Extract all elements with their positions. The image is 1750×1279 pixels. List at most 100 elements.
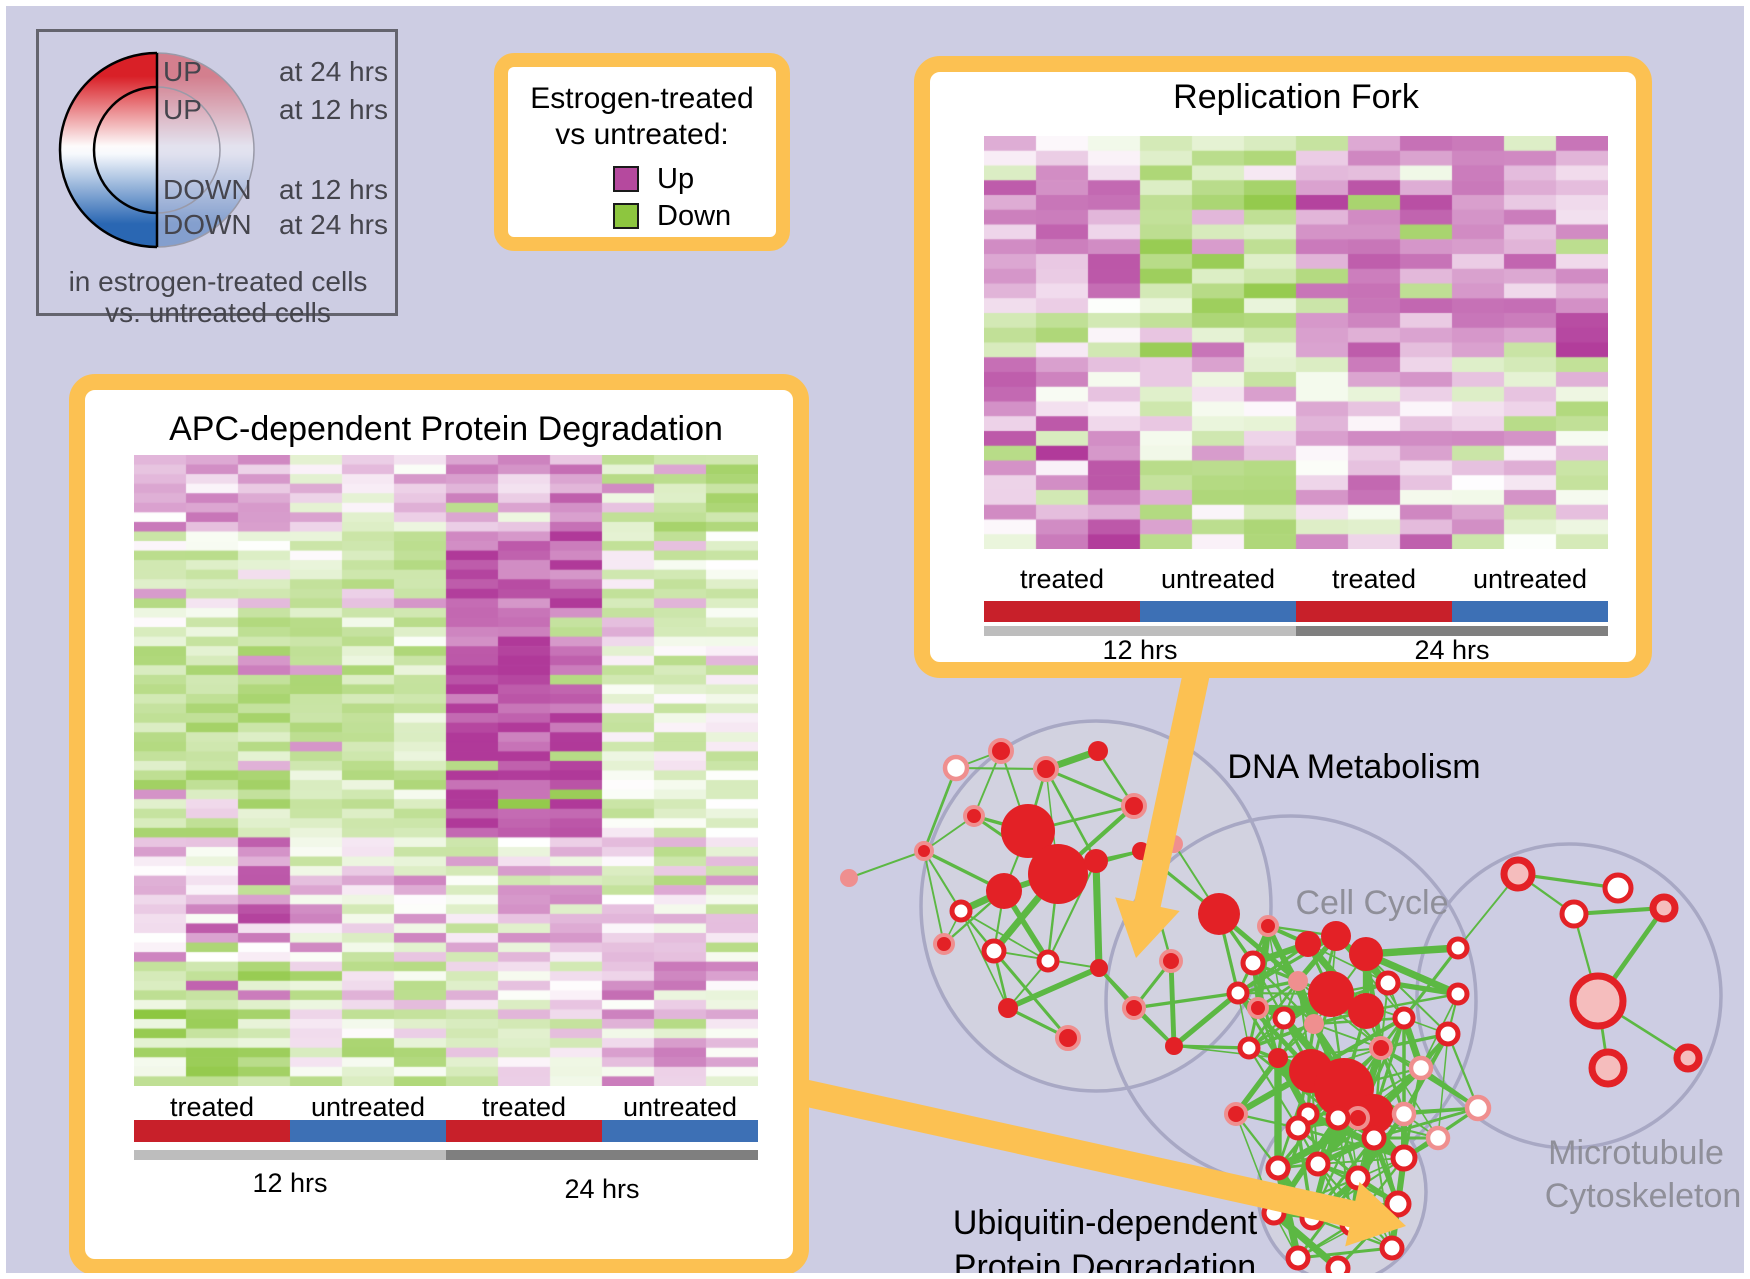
network-graph xyxy=(798,663,1723,1273)
gene-node-pr xyxy=(1346,1106,1370,1130)
apc-panel-title: APC-dependent Protein Degradation xyxy=(169,410,723,448)
repfork-untreated-bar-1 xyxy=(1140,601,1296,622)
network-edge xyxy=(1271,1210,1341,1271)
gene-node-wr xyxy=(1345,1165,1371,1191)
gene-node-wr xyxy=(1237,1036,1261,1060)
up-label: Up xyxy=(657,163,695,195)
gene-node-s xyxy=(1084,849,1108,873)
network-edge xyxy=(1168,960,1177,1047)
gene-node-wr xyxy=(1285,1245,1311,1271)
gene-node-s xyxy=(1028,844,1088,904)
repfork-time-label-0: 12 hrs xyxy=(1102,635,1178,665)
ring-legend-time-3: at 24 hrs xyxy=(279,209,388,240)
network-edge xyxy=(955,766,1047,771)
apc-panel-to-ubiquitin-cluster-arrowhead xyxy=(1345,1181,1406,1247)
ring-legend-diagram xyxy=(58,51,255,249)
gene-node-wr xyxy=(1325,1255,1351,1273)
gene-node-wr xyxy=(981,938,1007,964)
gene-node-pr xyxy=(1121,793,1147,819)
ubiquitin-label-line1: Ubiquitin-dependent xyxy=(952,1204,1258,1242)
repfork-treated-bar-0 xyxy=(984,601,1140,622)
gene-node-wr xyxy=(949,899,973,923)
apc-untreated-bar-1 xyxy=(290,1120,446,1142)
gene-node-wr xyxy=(1036,949,1060,973)
network-edge xyxy=(1437,1033,1449,1139)
gene-node-rp xyxy=(1569,972,1627,1030)
repfork-group-label-1: untreated xyxy=(1160,564,1276,594)
replication-fork-to-dna-metabolism-arrowhead xyxy=(1115,897,1180,958)
network-edge xyxy=(1045,767,1135,808)
gene-node-s xyxy=(986,873,1022,909)
gene-node-pr xyxy=(988,738,1014,764)
ring-legend-caption-line2: vs. untreated cells xyxy=(105,297,331,328)
dna-metabolism-label: DNA Metabolism xyxy=(1227,748,1481,786)
gene-node-wr xyxy=(1392,1006,1416,1030)
gene-node-pr xyxy=(1369,1036,1393,1060)
ring-outer-left-stroke xyxy=(58,51,158,249)
ring-faded-half xyxy=(157,53,254,247)
gene-node-wr xyxy=(1285,1115,1311,1141)
gene-node-wr xyxy=(1435,1021,1461,1047)
gene-node-s xyxy=(1321,921,1351,951)
gene-node-pr xyxy=(933,933,955,955)
apc-time-label-1: 24 hrs xyxy=(564,1174,640,1204)
network-edge xyxy=(1236,992,1280,1059)
ring-legend-direction-2: DOWN xyxy=(163,174,252,205)
gene-node-pw xyxy=(1408,1055,1434,1081)
network-edge xyxy=(1317,1157,1405,1165)
gene-node-pr xyxy=(1247,997,1269,1019)
apc-group-label-2: treated xyxy=(481,1092,567,1122)
gene-node-wr xyxy=(1226,981,1250,1005)
updown-legend-box xyxy=(494,53,790,251)
apc-treated-bar-2 xyxy=(446,1120,602,1142)
cell-cycle-label: Cell Cycle xyxy=(1295,884,1449,922)
gene-node-s xyxy=(1001,804,1055,858)
gene-node-rp xyxy=(1500,856,1536,892)
gene-node-pw xyxy=(1391,1101,1417,1127)
network-edge xyxy=(1173,1044,1250,1050)
gene-node-pr xyxy=(1159,949,1183,973)
gene-node-s xyxy=(1348,993,1384,1029)
gene-node-pw xyxy=(1464,1094,1492,1122)
ring-inner-left-stroke xyxy=(92,85,158,215)
gene-node-wr xyxy=(1240,950,1266,976)
repfork-group-label-2: treated xyxy=(1331,564,1417,594)
apc-time-bar-0 xyxy=(134,1150,446,1160)
gene-node-s xyxy=(1088,741,1108,761)
gene-node-pr xyxy=(1122,996,1146,1020)
gene-node-wr xyxy=(1379,1235,1405,1261)
gene-node-s xyxy=(1198,893,1240,935)
network-edge xyxy=(1365,953,1449,1035)
network-edge xyxy=(1402,947,1460,1019)
apc-treated-bar-0 xyxy=(134,1120,290,1142)
network-edge xyxy=(1248,1022,1315,1050)
down-label: Down xyxy=(657,200,732,232)
down-color-swatch xyxy=(613,203,639,229)
repfork-time-bar-0 xyxy=(984,626,1296,636)
apc-group-label-0: treated xyxy=(169,1092,255,1122)
network-edge xyxy=(1297,1246,1393,1260)
apc-heatmap xyxy=(134,455,758,1086)
gene-node-pr xyxy=(1257,915,1279,937)
gene-node-rp xyxy=(1588,1048,1628,1088)
replication-fork-title: Replication Fork xyxy=(1173,78,1419,116)
network-edge xyxy=(960,910,1049,962)
gene-node-s xyxy=(1308,971,1354,1017)
gene-node-pr xyxy=(1224,1102,1248,1126)
repfork-time-bar-1 xyxy=(1296,626,1608,636)
network-edge xyxy=(1297,1126,1405,1160)
repfork-untreated-bar-3 xyxy=(1452,601,1608,622)
microtubule-cytoskeleton-cluster xyxy=(1415,842,1723,1150)
gene-node-wr xyxy=(1446,936,1470,960)
updown-legend-title-line1: Estrogen-treated xyxy=(530,82,754,115)
network-edge xyxy=(923,850,945,945)
network-edge xyxy=(960,910,1009,1009)
gene-node-wr xyxy=(1361,1125,1387,1151)
network-edge xyxy=(992,949,1070,1040)
apc-panel-to-ubiquitin-cluster-arrow-shaft xyxy=(798,1078,1360,1229)
gene-node-s xyxy=(1165,1037,1183,1055)
gene-node-wr xyxy=(1559,899,1589,929)
gene-node-rp xyxy=(1673,1043,1703,1073)
microtubule-label-line1: Microtubule xyxy=(1548,1134,1724,1172)
